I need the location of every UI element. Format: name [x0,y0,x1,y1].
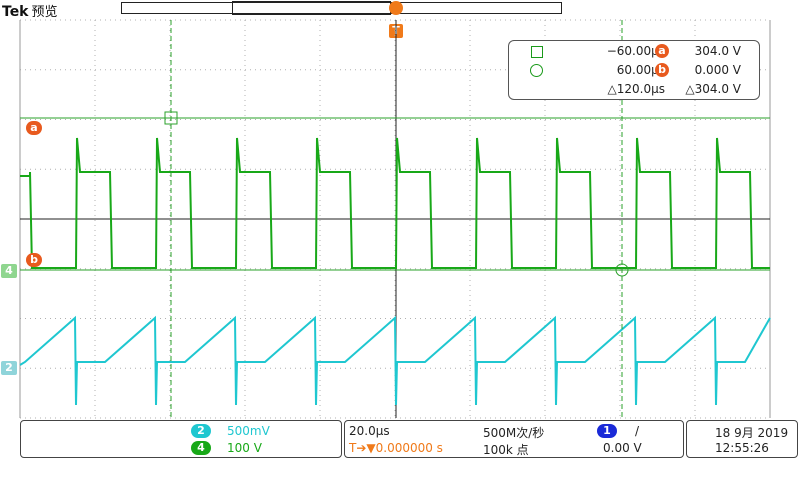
cursor-1-square-icon[interactable] [164,111,178,125]
ch2-badge[interactable]: 2 [191,424,211,438]
trigger-source-badge[interactable]: 1 [597,424,617,438]
delta-time: △120.0µs [607,82,665,96]
trigger-level[interactable]: 0.00 V [603,441,642,455]
record-length: 100k 点 [483,443,529,457]
datetime-panel: 18 9月 2019 12:55:26 [686,420,798,458]
cursor-b-badge: b [655,63,669,77]
ch4-badge[interactable]: 4 [191,441,211,455]
brand-name: Tek [2,4,29,20]
mode-label: 预览 [31,5,58,20]
cursor-a-badge: a [655,44,669,58]
ch4-waveform [20,137,770,269]
square-cursor-icon [531,46,543,58]
cursor-readout: −60.00µs a 304.0 V 60.00µs b 0.000 V △12… [508,40,760,100]
cursor1-time: −60.00µs [606,44,665,58]
timebase-panel[interactable]: 20.0µs T➔▼0.000000 s 500M次/秒 100k 点 1 / … [344,420,684,458]
circle-cursor-icon [530,64,543,77]
cursor-a-marker: a [26,121,42,135]
horizontal-scale[interactable]: 20.0µs [349,424,390,438]
ch4-ground-marker[interactable]: 4 [1,264,17,278]
cursor2-time: 60.00µs [616,63,665,77]
graticule [19,19,771,419]
ch4-scale[interactable]: 100 V [227,441,262,455]
cursor1-value: 304.0 V [694,44,741,58]
ch2-ground-marker[interactable]: 2 [1,361,17,375]
date-label: 18 9月 2019 [715,426,789,440]
sample-rate: 500M次/秒 [483,426,545,440]
cursor-2-circle-icon[interactable] [615,263,629,277]
top-bar: Tek 预览 [0,0,800,20]
ch2-waveform [19,315,771,406]
trigger-position-icon[interactable] [389,1,403,15]
channel-panel[interactable]: 2 500mV 4 100 V [20,420,342,458]
time-label: 12:55:26 [715,441,769,455]
record-view-bar[interactable] [121,2,562,14]
ch2-scale[interactable]: 500mV [227,424,270,438]
cursor2-value: 0.000 V [694,63,741,77]
brand-label: Tek 预览 [2,1,58,20]
trigger-position[interactable]: T➔▼0.000000 s [349,441,443,455]
trigger-slope[interactable]: / [635,424,640,438]
delta-value: △304.0 V [685,82,741,96]
cursor-b-marker: b [26,253,42,267]
